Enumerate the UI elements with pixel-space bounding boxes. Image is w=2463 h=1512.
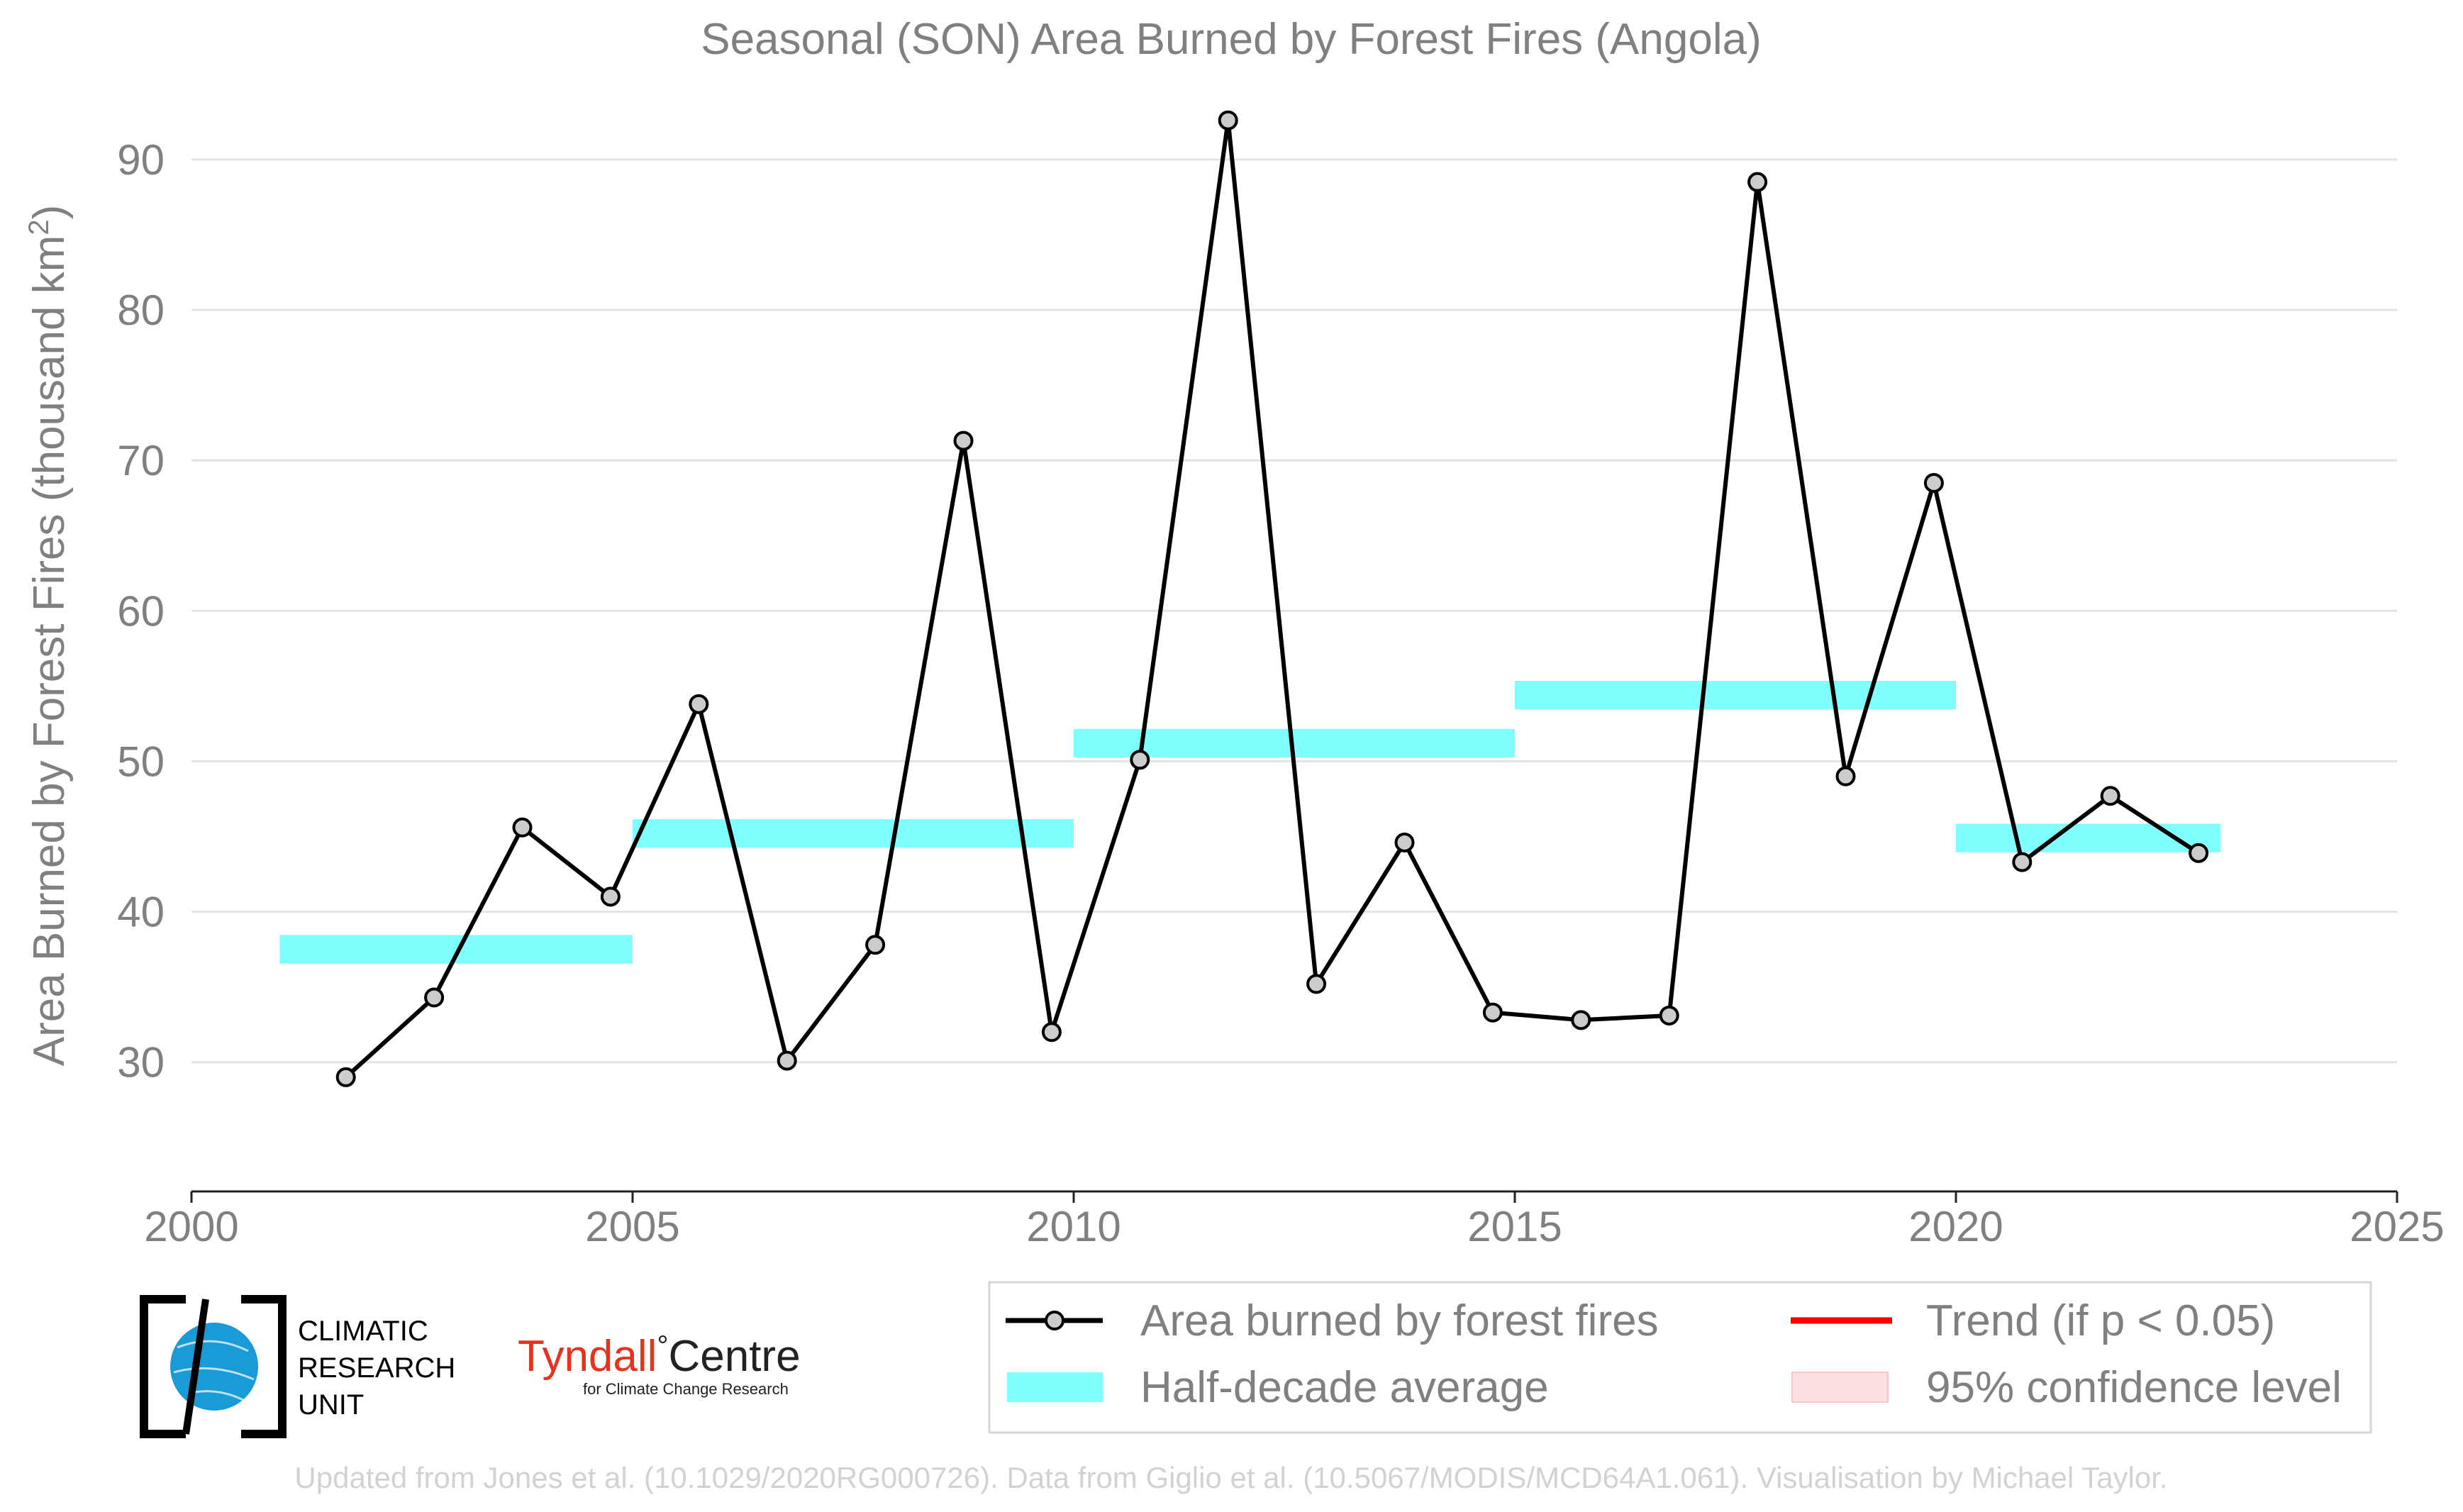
cru-name-line2: RESEARCH (298, 1352, 455, 1384)
cru-logo-left-bracket (140, 1295, 186, 1438)
tyndall-centre: Centre (668, 1332, 800, 1381)
legend-half-decade-swatch (1007, 1372, 1103, 1402)
legend-series-label: Area burned by forest fires (1140, 1296, 1659, 1345)
data-point (689, 694, 709, 714)
half-decade-bars (279, 680, 2221, 964)
y-tick-label: 90 (117, 136, 165, 184)
y-tick-label: 80 (117, 287, 165, 334)
x-tick-label: 2015 (1467, 1203, 1562, 1250)
y-axis-label-suffix: ) (25, 205, 74, 220)
tyndall-name: Tyndall (518, 1332, 657, 1381)
data-point (865, 935, 886, 955)
data-point (1394, 832, 1415, 852)
x-tick-label: 2025 (2350, 1203, 2444, 1250)
data-point (600, 886, 621, 907)
y-tick-label: 30 (117, 1039, 165, 1086)
data-point (2189, 843, 2209, 863)
half-decade-bar (633, 819, 1074, 848)
data-point (335, 1067, 356, 1087)
credits: Updated from Jones et al. (10.1029/2020R… (294, 1461, 2167, 1494)
cru-logo-right-bracket (241, 1295, 287, 1438)
data-point (424, 987, 445, 1008)
data-point (1835, 766, 1856, 786)
y-tick-label: 60 (117, 587, 165, 635)
x-tick-label: 2000 (144, 1203, 238, 1250)
legend-box (988, 1281, 2372, 1434)
y-tick-label: 50 (117, 738, 165, 785)
data-point (1923, 472, 1944, 493)
series-points (335, 110, 2209, 1087)
y-axis-label: Area Burned by Forest Fires (thousand km… (23, 205, 74, 1067)
gridlines (191, 158, 2397, 1064)
data-point (1041, 1022, 1062, 1043)
x-tick-label: 2005 (585, 1203, 679, 1250)
globe-icon (170, 1323, 258, 1411)
y-tick-label: 40 (117, 889, 165, 936)
chart-title: Seasonal (SON) Area Burned by Forest Fir… (701, 15, 1762, 64)
cru-name-line1: CLIMATIC (298, 1316, 428, 1347)
data-point (512, 817, 533, 838)
data-point (2100, 786, 2120, 806)
data-point (1218, 110, 1238, 130)
y-axis-label-main: Area Burned by Forest Fires (thousand km (25, 235, 74, 1067)
x-tick-label: 2020 (1908, 1203, 2003, 1250)
legend-confidence-swatch (1791, 1372, 1889, 1403)
data-point (1571, 1010, 1591, 1030)
y-tick-label: 70 (117, 437, 165, 484)
tyndall-logo: Tyndall°Centre for Climate Change Resear… (518, 1330, 801, 1398)
legend: Area burned by forest fires Half-decade … (988, 1281, 2372, 1434)
series-line (344, 118, 2200, 1079)
series-line-layer (344, 118, 2200, 1079)
legend-trend-label: Trend (if p < 0.05) (1926, 1296, 2275, 1345)
tyndall-degree: ° (657, 1330, 668, 1362)
data-point (2012, 852, 2033, 872)
data-point (1747, 172, 1768, 192)
x-tick-label: 2010 (1026, 1203, 1121, 1250)
cru-logo-slash (182, 1299, 209, 1435)
data-point (1306, 974, 1327, 994)
data-point (1659, 1005, 1679, 1025)
legend-half-decade-label: Half-decade average (1140, 1363, 1549, 1412)
x-tick-labels: 2000 2005 2010 2015 2020 2025 (144, 1191, 2445, 1250)
tyndall-logo-wordmark: Tyndall°Centre (518, 1330, 801, 1381)
cru-name-line3: UNIT (298, 1389, 364, 1421)
cru-logo: CLIMATIC RESEARCH UNIT (140, 1295, 455, 1438)
half-decade-bar (1515, 680, 1956, 710)
tyndall-subtitle: for Climate Change Research (583, 1380, 789, 1398)
data-point (1482, 1002, 1503, 1023)
legend-series-marker-swatch (1045, 1311, 1064, 1330)
half-decade-bar (1956, 823, 2221, 852)
legend-confidence-label: 95% confidence level (1926, 1363, 2342, 1412)
y-axis-label-superscript: 2 (23, 219, 55, 235)
y-tick-labels: 30 40 50 60 70 80 90 (117, 136, 165, 1086)
data-point (953, 430, 974, 451)
data-point (1130, 750, 1150, 770)
data-point (777, 1050, 797, 1071)
